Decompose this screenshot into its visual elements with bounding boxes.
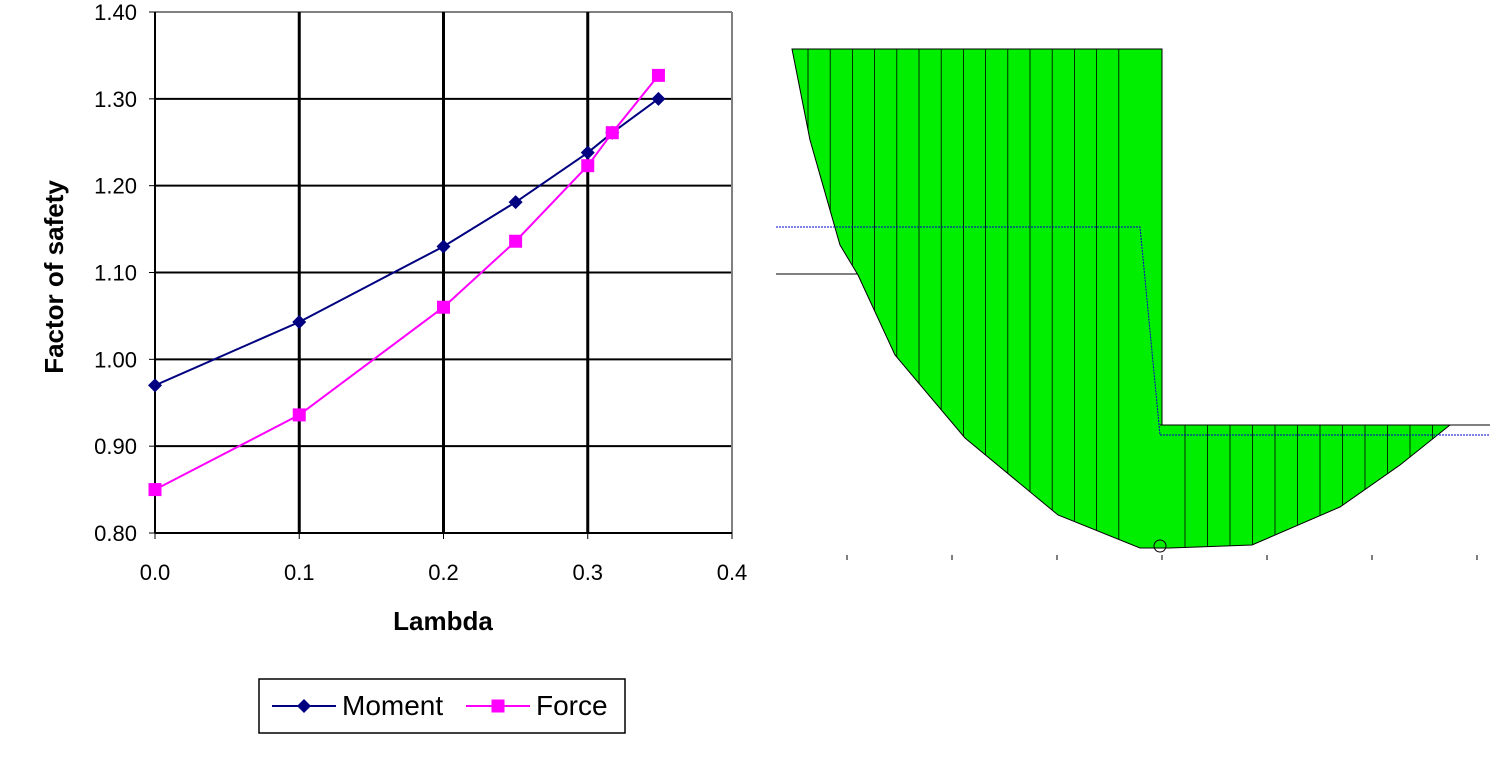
marker <box>148 483 162 497</box>
marker <box>297 699 311 713</box>
series-line <box>154 74 660 491</box>
center-mark <box>1153 539 1167 553</box>
marker <box>581 159 595 173</box>
marker <box>580 145 595 160</box>
y-tick-label: 1.40 <box>94 0 137 25</box>
y-tick-label: 0.90 <box>94 434 137 459</box>
y-tick-label: 1.10 <box>94 261 137 286</box>
sliding-mass <box>791 48 1452 549</box>
legend-label: Force <box>536 690 608 721</box>
marker <box>605 126 619 140</box>
y-tick-label: 1.20 <box>94 174 137 199</box>
x-tick-label: 0.3 <box>572 560 603 585</box>
water-line <box>776 226 1490 436</box>
marker <box>436 239 451 254</box>
marker <box>651 68 665 82</box>
x-tick-label: 0.0 <box>140 560 171 585</box>
series-line <box>154 98 660 387</box>
y-tick-label: 0.80 <box>94 521 137 546</box>
marker <box>148 378 162 393</box>
x-tick-label: 0.4 <box>717 560 748 585</box>
slope-diagram <box>776 48 1490 560</box>
marker <box>651 91 666 106</box>
marker <box>292 314 307 329</box>
x-tick-label: 0.2 <box>428 560 459 585</box>
x-tick-label: 0.1 <box>284 560 315 585</box>
y-tick-label: 1.00 <box>94 347 137 372</box>
legend-label: Moment <box>342 690 443 721</box>
marker <box>509 234 523 248</box>
y-axis-label: Factor of safety <box>39 180 69 374</box>
x-axis-label: Lambda <box>393 606 493 636</box>
marker <box>437 300 450 314</box>
diagram-ticks <box>846 555 1478 560</box>
marker <box>508 195 523 210</box>
y-tick-label: 1.30 <box>94 87 137 112</box>
marker <box>292 408 306 422</box>
marker <box>491 699 505 713</box>
